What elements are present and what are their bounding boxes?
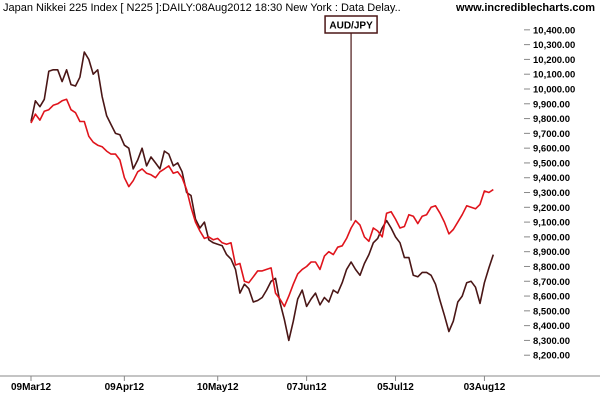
x-tick-label: 10May12 <box>197 382 239 393</box>
annotation-label: AUD/JPY <box>329 21 373 32</box>
y-tick-label: 10,400.00 <box>533 25 575 36</box>
website-link[interactable]: www.incrediblecharts.com <box>456 2 595 14</box>
x-tick-label: 07Jun12 <box>287 382 327 393</box>
y-tick-label: 9,700.00 <box>533 129 570 140</box>
x-tick-label: 09Mar12 <box>11 382 51 393</box>
y-tick-label: 8,500.00 <box>533 306 570 317</box>
y-tick-label: 8,800.00 <box>533 262 570 273</box>
y-tick-label: 10,100.00 <box>533 70 575 81</box>
x-tick-label: 03Aug12 <box>464 382 506 393</box>
y-tick-label: 9,500.00 <box>533 158 570 169</box>
y-tick-label: 10,200.00 <box>533 55 575 66</box>
y-tick-label: 10,300.00 <box>533 40 575 51</box>
x-tick-label: 09Apr12 <box>105 382 145 393</box>
audjpy-series-line <box>30 98 494 308</box>
y-tick-label: 9,200.00 <box>533 203 570 214</box>
y-tick-label: 9,900.00 <box>533 99 570 110</box>
y-tick-label: 8,600.00 <box>533 292 570 303</box>
y-tick-label: 8,300.00 <box>533 336 570 347</box>
y-tick-label: 8,400.00 <box>533 321 570 332</box>
y-tick-label: 10,000.00 <box>533 84 575 95</box>
y-tick-label: 9,400.00 <box>533 173 570 184</box>
y-tick-label: 8,700.00 <box>533 277 570 288</box>
y-tick-label: 9,000.00 <box>533 232 570 243</box>
y-tick-label: 9,100.00 <box>533 218 570 229</box>
y-tick-label: 8,200.00 <box>533 351 570 362</box>
nikkei-series-line <box>30 51 495 342</box>
y-tick-label: 9,300.00 <box>533 188 570 199</box>
y-tick-label: 9,600.00 <box>533 144 570 155</box>
y-tick-label: 8,900.00 <box>533 247 570 258</box>
x-tick-label: 05Jul12 <box>377 382 414 393</box>
y-tick-label: 9,800.00 <box>533 114 570 125</box>
chart-header-title: Japan Nikkei 225 Index [ N225 ]:DAILY:08… <box>3 2 401 14</box>
annotation-box <box>324 15 378 34</box>
